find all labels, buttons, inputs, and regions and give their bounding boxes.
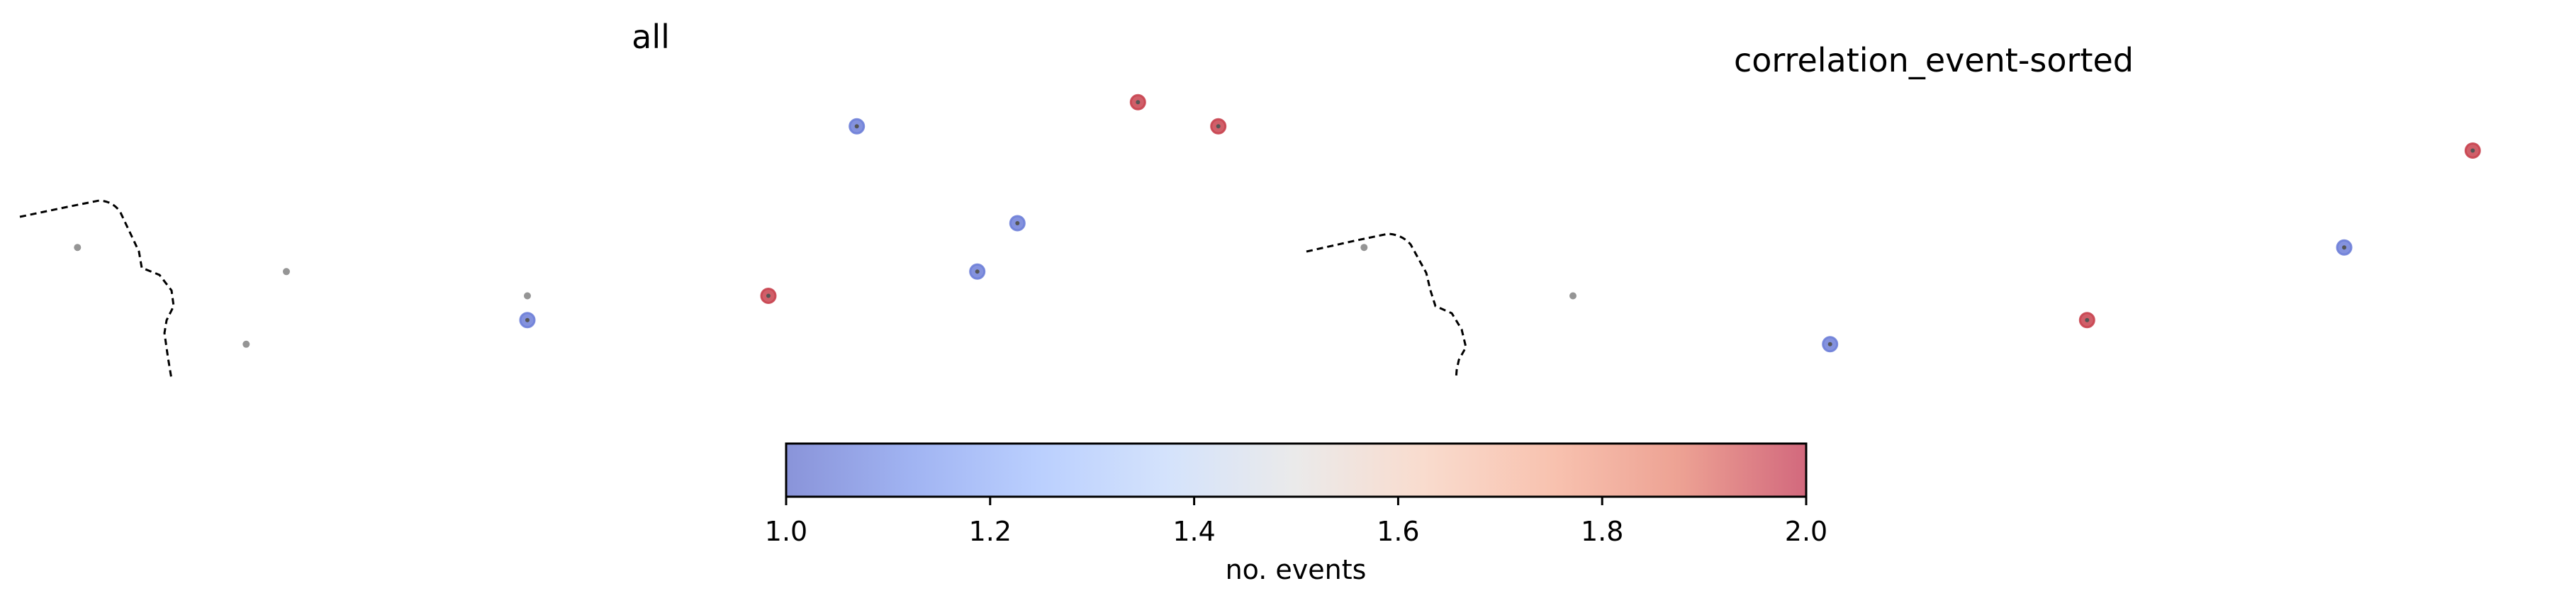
- data-point: [283, 268, 290, 276]
- data-point: [74, 244, 82, 252]
- colorbar-ticks: 1.0 1.2 1.4 1.6 1.8 2.0: [765, 497, 1827, 547]
- data-point: [242, 340, 250, 348]
- colorbar-tick-label: 1.4: [1172, 516, 1215, 547]
- panel-title-correlation-event-sorted: correlation_event-sorted: [1734, 41, 2134, 79]
- data-point: [524, 292, 531, 300]
- region-outline: [19, 199, 175, 380]
- data-point-center: [525, 317, 530, 322]
- colorbar-tick-label: 1.6: [1377, 516, 1419, 547]
- data-point-center: [2085, 317, 2090, 322]
- panel-title-all: all: [632, 18, 670, 56]
- data-point: [1360, 244, 1368, 252]
- data-point-center: [1827, 342, 1832, 346]
- points-all: [74, 94, 1227, 348]
- colorbar-label: no. events: [1226, 554, 1367, 585]
- data-point-center: [975, 269, 980, 274]
- data-point-center: [1216, 124, 1221, 129]
- scatter-panel-all: all: [19, 18, 1227, 380]
- scatter-panel-correlation-event-sorted: correlation_event-sorted: [1306, 41, 2481, 380]
- colorbar-frame: [785, 442, 1808, 498]
- colorbar-tick-label: 2.0: [1785, 516, 1827, 547]
- colorbar: 1.0 1.2 1.4 1.6 1.8 2.0 no. events: [765, 442, 1827, 585]
- data-point-center: [1015, 221, 1020, 225]
- data-point-center: [854, 124, 859, 129]
- colorbar-gradient: [786, 444, 1806, 497]
- region-outline: [1306, 232, 1467, 380]
- data-point: [1569, 292, 1577, 300]
- data-point-center: [1136, 100, 1141, 105]
- data-point-center: [2342, 245, 2346, 250]
- colorbar-tick-label: 1.8: [1581, 516, 1623, 547]
- data-point-center: [2470, 148, 2475, 153]
- colorbar-tick-label: 1.2: [969, 516, 1012, 547]
- points-correlation-event-sorted: [1360, 142, 2481, 353]
- data-point-center: [766, 293, 771, 298]
- colorbar-tick-label: 1.0: [765, 516, 807, 547]
